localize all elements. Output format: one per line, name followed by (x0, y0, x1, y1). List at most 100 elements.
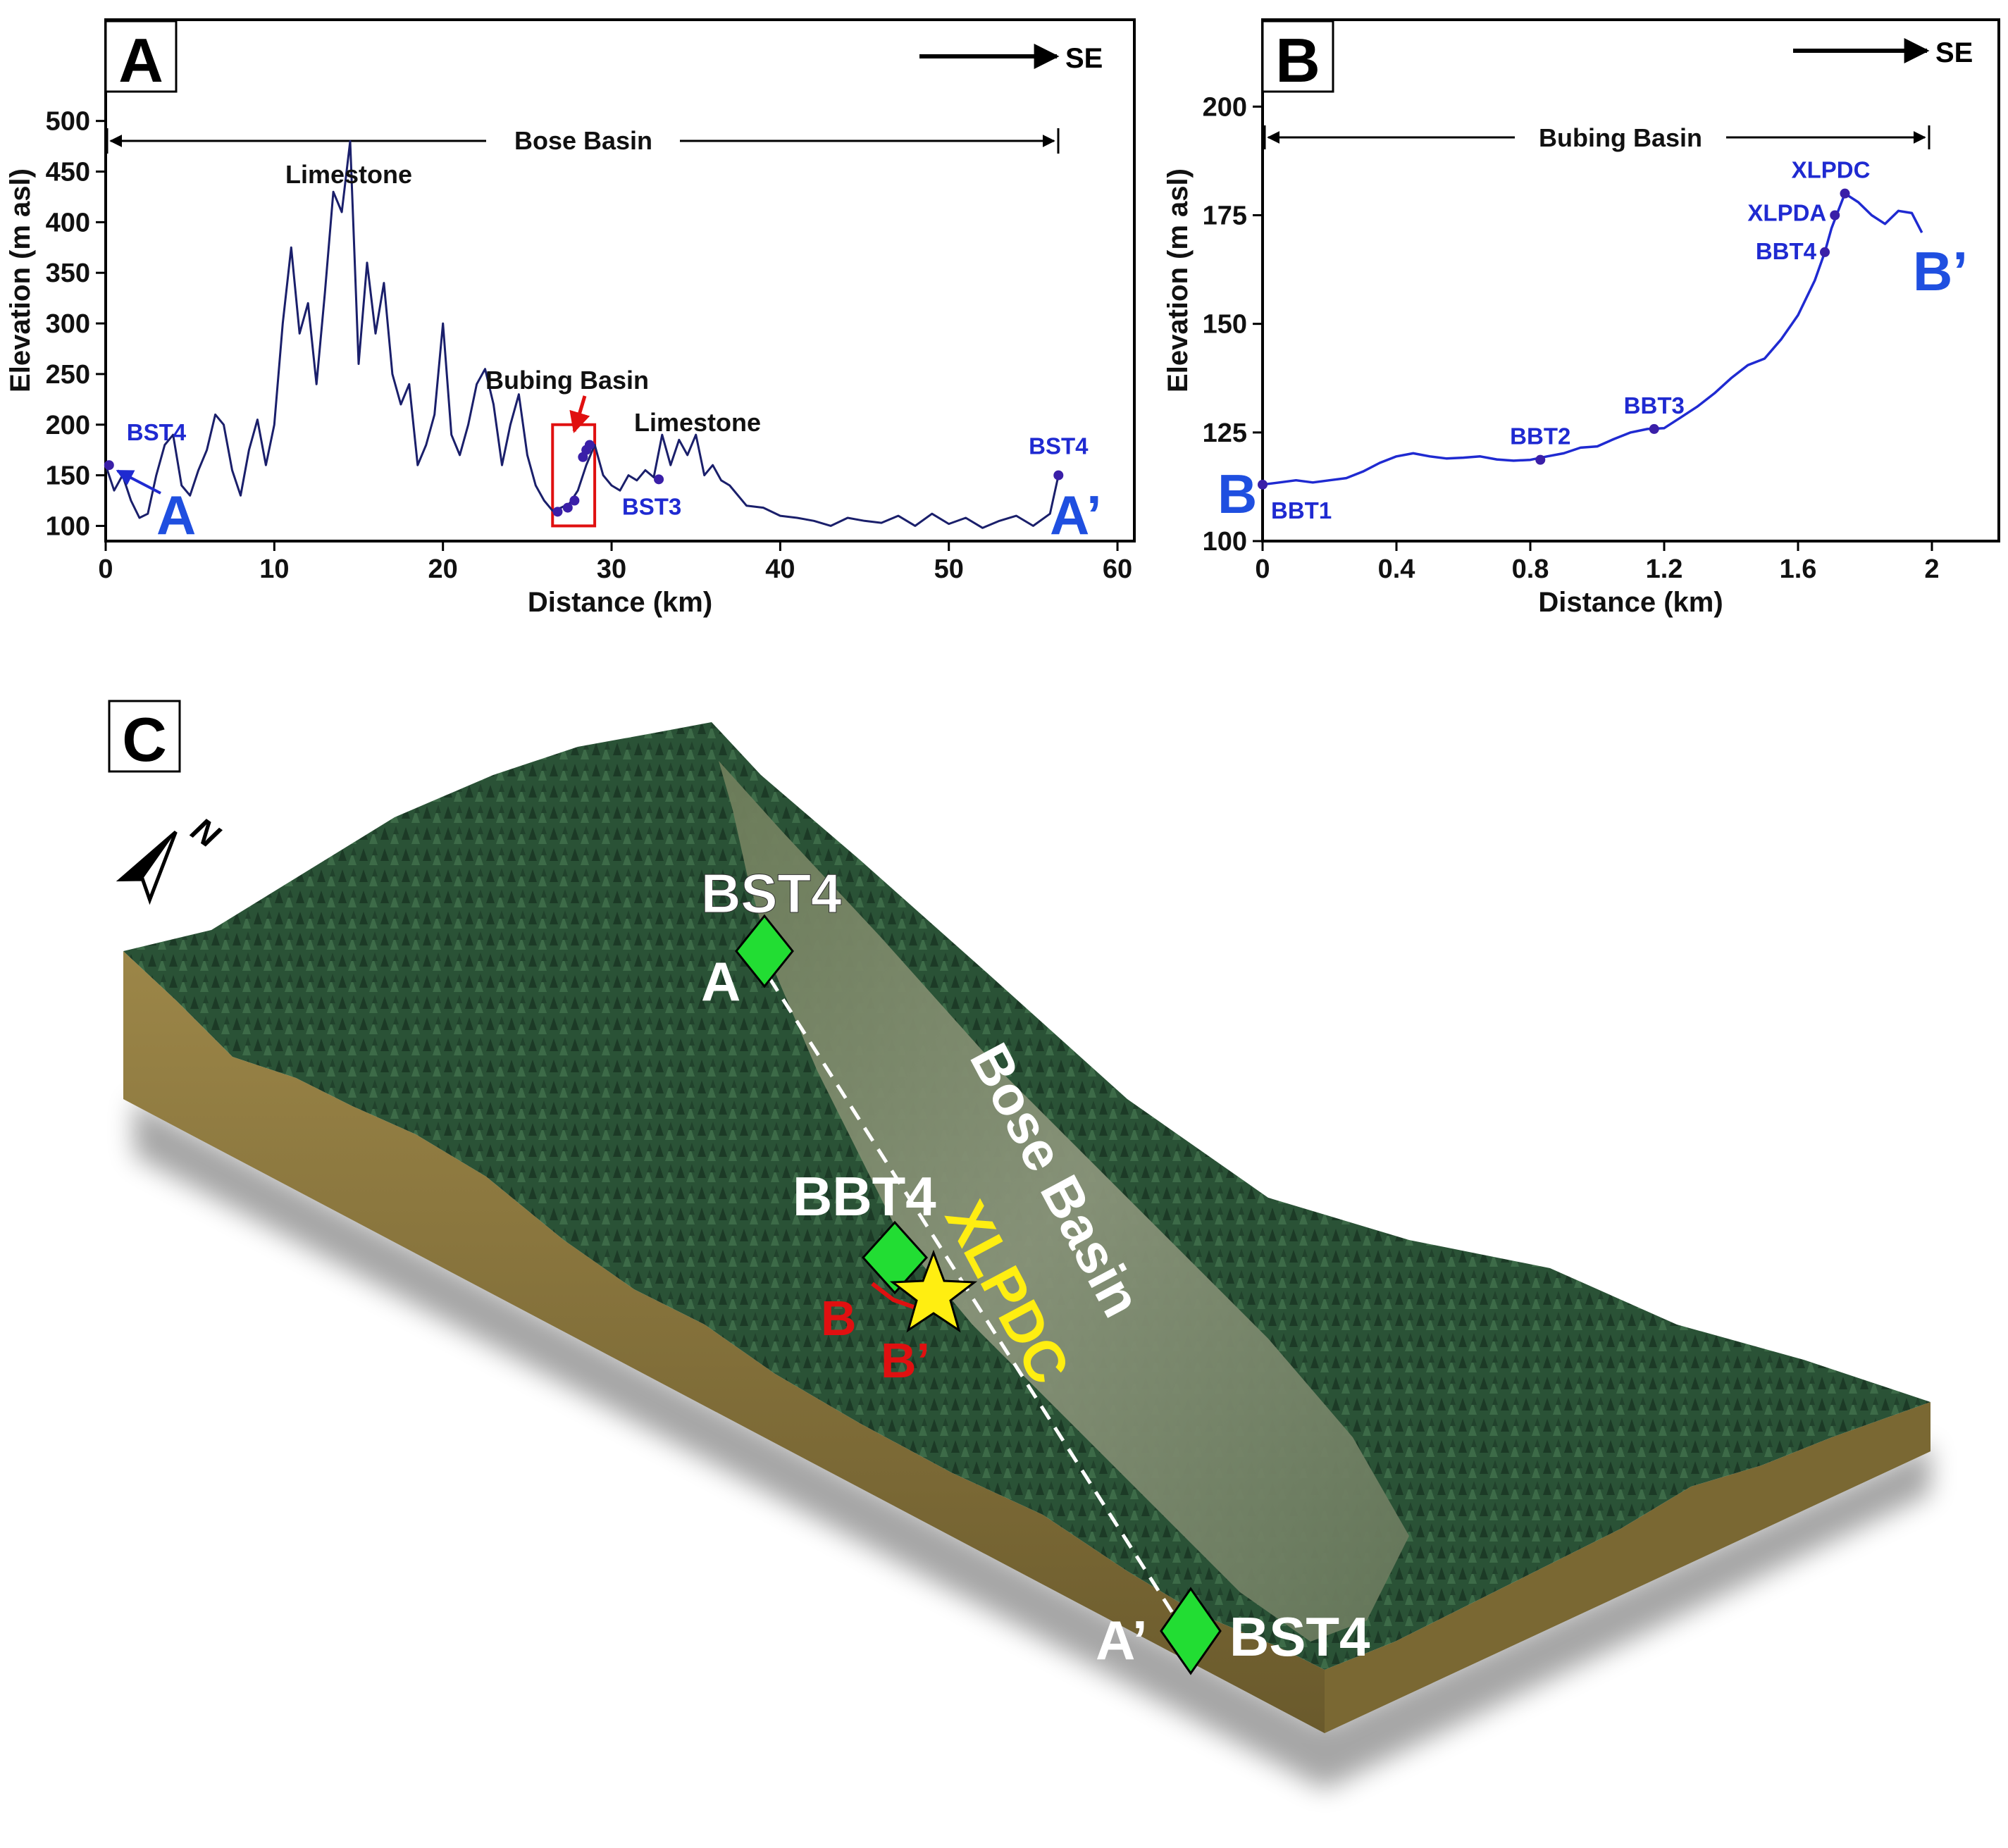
panel-c-letter: C (122, 705, 167, 774)
sample-label: BBT4 (1756, 238, 1817, 264)
panel-c: C N BST4 A BBT4 XLPDC B B’ A’ (108, 700, 1930, 1790)
x-tick-label: 60 (1103, 554, 1132, 584)
sample-point (1258, 479, 1268, 490)
x-tick-label: 1.2 (1646, 554, 1683, 584)
panel-a-frame (104, 18, 1136, 542)
sample-point (562, 502, 573, 513)
y-tick-label: 175 (1203, 201, 1247, 231)
north-label: N (185, 811, 227, 856)
sample-point (1820, 247, 1830, 257)
y-tick-label: 150 (46, 461, 90, 491)
endpoint-start-label: B (1217, 463, 1257, 525)
x-tick-label: 20 (428, 554, 458, 584)
label-a-start: A (701, 950, 740, 1012)
panel-a-direction-label: SE (1065, 43, 1103, 74)
terrain-basin (719, 761, 1409, 1642)
panel-b-letter: B (1275, 25, 1320, 95)
sample-point (1535, 454, 1546, 465)
x-tick-label: 30 (597, 554, 626, 584)
x-tick-label: 0.8 (1512, 554, 1549, 584)
chart-b-axes: 0 0.4 0.8 1.2 1.6 2 100 125 150 175 200 Distance (k… (1163, 92, 1940, 618)
chart-a-plot: BST4 BST3 BST4 A A’ (104, 139, 1102, 546)
sample-label: XLPDA (1747, 200, 1826, 226)
sample-point (552, 507, 563, 517)
panel-b: B SE Bubing Basin 0 0.4 0.8 1.2 1.6 2 100 125 15… (1163, 18, 2000, 618)
y-tick-label: 250 (46, 360, 90, 390)
endpoint-pointer-arrow (116, 469, 161, 495)
label-b-end: B’ (881, 1333, 930, 1388)
x-tick-label: 0.4 (1378, 554, 1415, 584)
x-tick-label: 2 (1924, 554, 1939, 584)
y-tick-label: 100 (46, 511, 90, 541)
panel-a-letter: A (118, 25, 163, 95)
panel-c-letter-box (108, 700, 181, 773)
x-tick-label: 1.6 (1780, 554, 1817, 584)
panel-b-basin-span-label: Bubing Basin (1539, 123, 1702, 152)
x-axis-title: Distance (km) (528, 587, 712, 618)
sample-point (569, 495, 580, 506)
profile-line-aa (767, 976, 1189, 1637)
y-tick-label: 200 (46, 411, 90, 440)
y-tick-label: 450 (46, 158, 90, 187)
panel-a-annotation-bubing: Bubing Basin (485, 366, 649, 395)
sample-label: BBT2 (1510, 423, 1570, 449)
x-tick-label: 0 (98, 554, 113, 584)
sample-label: XLPDC (1792, 157, 1871, 183)
y-axis-title: Elevation (m asl) (5, 168, 36, 392)
sample-point (1053, 470, 1064, 480)
sample-label: BBT3 (1624, 392, 1685, 418)
y-tick-label: 100 (1203, 527, 1247, 557)
north-arrow (116, 830, 178, 905)
y-axis-title: Elevation (m asl) (1163, 168, 1194, 392)
y-tick-label: 300 (46, 309, 90, 339)
x-tick-label: 50 (934, 554, 964, 584)
sample-point (104, 460, 114, 471)
panel-b-letter-box (1261, 20, 1334, 93)
terrain-side-front (123, 951, 1325, 1733)
endpoint-end-label: A’ (1050, 484, 1102, 546)
sample-label: BST3 (622, 493, 681, 519)
endpoint-end-label: B’ (1913, 240, 1968, 302)
x-tick-label: 10 (259, 554, 289, 584)
y-tick-label: 350 (46, 259, 90, 288)
y-tick-label: 150 (1203, 310, 1247, 340)
x-axis-title: Distance (km) (1538, 587, 1723, 618)
panel-a-annotation-limestone-1: Limestone (285, 160, 412, 189)
series-line (104, 139, 1060, 529)
panel-b-frame (1261, 18, 2000, 542)
series-line (1262, 192, 1923, 486)
north-arrow-icon (116, 830, 178, 905)
y-tick-label: 400 (46, 208, 90, 237)
sample-label: BST4 (127, 419, 187, 445)
label-b-start: B (821, 1291, 857, 1346)
sample-point (584, 440, 595, 450)
panel-b-direction-label: SE (1935, 37, 1973, 68)
sample-label: BBT1 (1271, 497, 1332, 523)
panel-a-letter-box (104, 20, 178, 93)
sample-point (1830, 210, 1840, 221)
chart-a-axes: 0 10 20 30 40 50 60 100 150 200 250 300 350 400 450 500… (5, 107, 1132, 618)
y-tick-label: 500 (46, 107, 90, 137)
sample-label: BST4 (1029, 433, 1089, 459)
x-tick-label: 0 (1255, 554, 1270, 584)
y-tick-label: 125 (1203, 418, 1247, 448)
endpoint-start-label: A (156, 484, 196, 546)
diamond-bbt4 (861, 1220, 929, 1295)
label-a-end: A’ (1096, 1609, 1148, 1671)
panel-a-annotation-limestone-2: Limestone (634, 408, 761, 437)
diamond-bst4-bottom (1160, 1587, 1222, 1675)
panel-a-basin-span-label: Bose Basin (514, 126, 652, 155)
star-xlpdc-icon (889, 1249, 978, 1333)
panel-a: A SE Bose Basin 0 10 20 30 40 50 60 100 150 200 25… (5, 18, 1136, 618)
sample-point (654, 474, 664, 485)
chart-b-plot: BBT1 BBT2 BBT3 BBT4 XLPDA XLPDC B B’ (1217, 157, 1968, 525)
y-tick-label: 200 (1203, 92, 1247, 122)
sample-point (1840, 188, 1850, 199)
panel-a-bubing-arrow (569, 395, 590, 433)
label-bst4-bottom: BST4 (1229, 1606, 1370, 1668)
sample-point (1649, 423, 1659, 434)
terrain-side-right (1325, 1402, 1930, 1733)
x-tick-label: 40 (765, 554, 795, 584)
label-bst4-top: BST4 (701, 862, 841, 924)
